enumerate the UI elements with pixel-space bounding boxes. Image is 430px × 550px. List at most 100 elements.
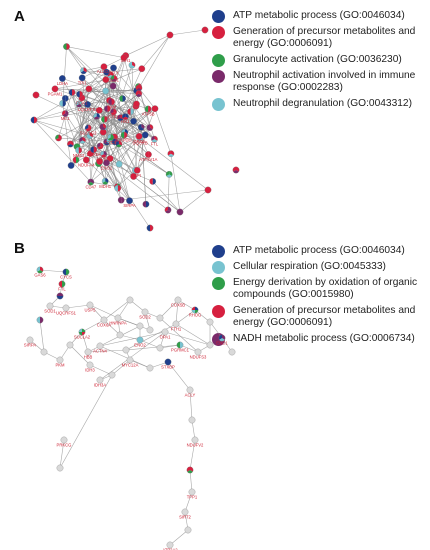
network-node <box>107 133 115 141</box>
network-node <box>206 341 214 349</box>
node-label: HNRNPA <box>109 321 127 326</box>
network-node <box>84 101 91 108</box>
network-edge <box>107 108 136 171</box>
network-edge <box>175 323 211 346</box>
legend-label: Generation of precursor metabolites and … <box>233 26 416 50</box>
legend-swatch <box>212 69 225 83</box>
network-edge <box>62 78 89 129</box>
legend-label: Neutrophil activation involved in immune… <box>233 69 416 94</box>
network-node <box>80 67 87 75</box>
node-label: COX5A <box>87 152 101 157</box>
network-node <box>84 124 92 132</box>
network-node <box>62 268 70 276</box>
node-label: PKM <box>55 363 65 368</box>
network-node <box>87 178 95 186</box>
network-node <box>176 208 184 216</box>
network-edge <box>118 143 170 175</box>
network-edge <box>65 304 91 309</box>
network-edge <box>194 309 211 323</box>
network-node <box>122 346 130 354</box>
network-node <box>102 76 110 84</box>
network-edge <box>175 309 196 325</box>
network-edge <box>154 108 172 154</box>
network-node <box>56 292 64 300</box>
network-node <box>206 318 214 326</box>
network-node <box>67 140 74 148</box>
network-edge <box>78 103 107 143</box>
network-node <box>174 296 182 304</box>
network-node <box>126 197 133 205</box>
network-node <box>104 105 111 113</box>
node-label: GAPDH <box>117 138 132 143</box>
network-node <box>120 131 128 139</box>
network-edge <box>159 299 179 319</box>
network-node <box>186 466 194 474</box>
node-label: PGAM1 <box>48 91 63 96</box>
network-node <box>115 160 123 168</box>
network-node <box>90 146 98 153</box>
network-node <box>63 43 70 50</box>
network-node <box>156 314 164 322</box>
node-label: ACLY <box>108 70 119 75</box>
network-edge <box>90 134 146 183</box>
node-label: HBB <box>84 355 93 360</box>
network-node <box>181 508 189 516</box>
network-node <box>86 132 94 139</box>
network-edge <box>123 57 137 105</box>
node-label: NDUFA4 <box>78 162 95 167</box>
legend-label: ATP metabolic process (GO:0046034) <box>233 10 405 21</box>
node-label: SOD2 <box>139 315 151 320</box>
legend-label: Energy derivation by oxidation of organi… <box>233 277 418 301</box>
network-node <box>138 65 146 73</box>
network-edge <box>78 103 104 128</box>
network-edge <box>119 334 141 341</box>
node-label: IDH1 <box>121 58 131 63</box>
node-label: USP5 <box>85 308 97 313</box>
node-label: SUCLG1 <box>102 77 119 82</box>
legend-item: Neutrophil activation involved in immune… <box>212 69 427 95</box>
network-node <box>86 301 94 309</box>
network-node <box>146 124 154 131</box>
legend-item: Generation of precursor metabolites and … <box>212 304 427 330</box>
node-label: ME1 <box>61 116 70 121</box>
node-label: PGRMC1 <box>171 348 190 353</box>
network-edge <box>98 163 119 189</box>
network-node <box>84 348 92 356</box>
network-edge <box>89 304 105 321</box>
network-edge <box>70 127 89 145</box>
network-node <box>100 316 108 324</box>
network-edge <box>167 174 170 211</box>
network-node <box>126 356 134 364</box>
node-label: SIRPA <box>123 203 135 208</box>
node-label: LDHA <box>57 81 68 86</box>
network-edge <box>138 34 171 89</box>
node-label: MYC12A <box>122 363 139 368</box>
network-node <box>56 356 64 364</box>
network-node <box>135 90 143 98</box>
network-edge <box>66 46 125 58</box>
network-node <box>36 316 44 324</box>
node-label: IDH3A <box>94 383 107 388</box>
network-edge <box>117 317 141 327</box>
node-label: UQCRB <box>132 140 147 145</box>
network-edge <box>33 108 108 121</box>
legend-swatch <box>212 245 225 258</box>
panel-a-letter: A <box>14 8 25 25</box>
network-node <box>82 156 90 164</box>
node-label: COX5B <box>171 303 185 308</box>
network-edge <box>59 439 65 469</box>
network-node <box>151 135 158 143</box>
network-node <box>96 142 104 150</box>
legend-label: Granulocyte activation (GO:0036230) <box>233 53 402 65</box>
network-node <box>66 341 74 349</box>
network-node <box>204 186 212 194</box>
network-edge <box>66 46 84 71</box>
network-node <box>103 159 110 167</box>
node-label: UQCRFS1 <box>56 311 77 316</box>
network-edge <box>87 349 127 353</box>
network-node <box>146 326 154 334</box>
network-node <box>108 98 115 106</box>
network-node <box>232 166 240 174</box>
network-node <box>135 84 143 92</box>
